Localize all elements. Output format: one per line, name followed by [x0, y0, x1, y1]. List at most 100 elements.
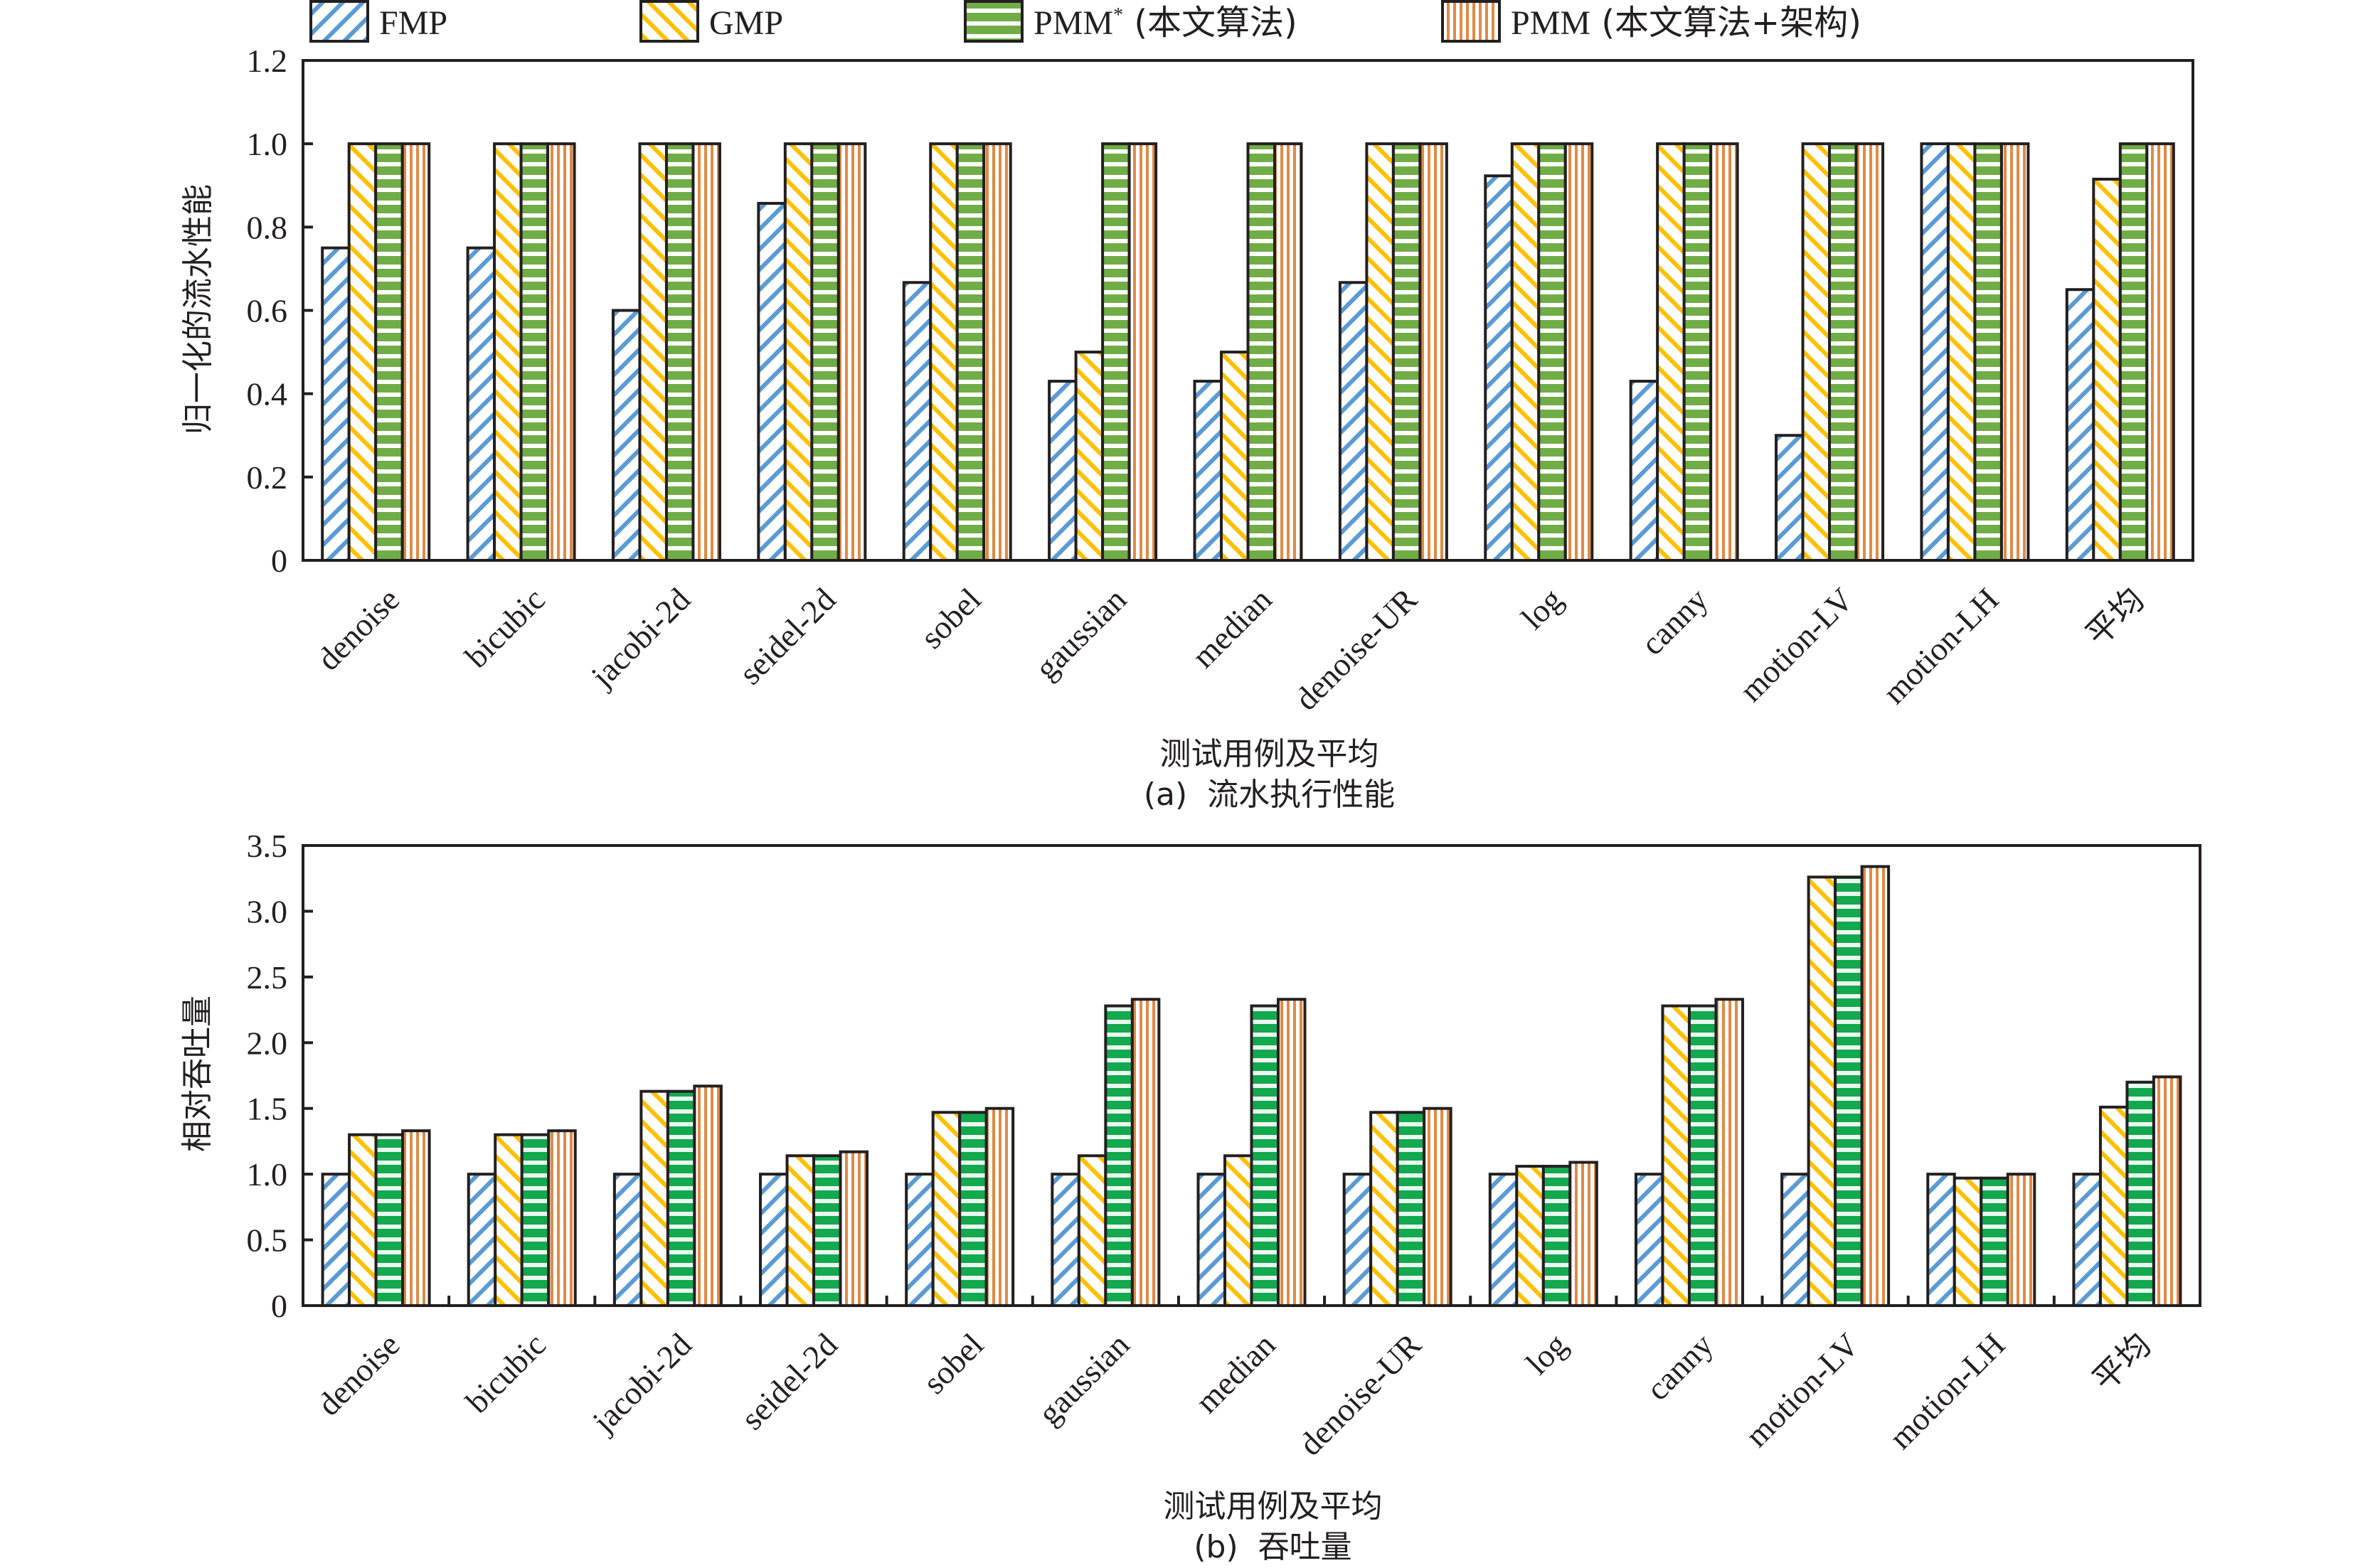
bar-pmm-star-denoise [374, 142, 404, 562]
bar-pmm-star-denoise-ur [1396, 1111, 1426, 1307]
legend-label-suffix: (本文算法+架构) [1590, 3, 1861, 43]
bar-group-denoise-ur [1342, 1106, 1452, 1307]
legend-label-pmm-star: PMM* (本文算法) [1034, 3, 1297, 43]
bar-fmp-log [1488, 1173, 1519, 1307]
bar-fmp-gaussian [1048, 380, 1078, 562]
bar-group-denoise [321, 1129, 431, 1308]
chart-b-y-ticks: 0 0.5 1.0 1.5 2.0 2.5 3.0 3.5 [247, 828, 313, 1324]
legend: FMP GMP PMM* (本文算法) PMM (本文算法+架构) [309, 0, 1861, 43]
bar-pmm-denoise [401, 1129, 431, 1308]
y-tick-label: 3.5 [247, 828, 288, 864]
bar-group-avg [2065, 142, 2175, 562]
bar-group-denoise-ur [1338, 142, 1448, 562]
bar-pmm-canny [1709, 142, 1739, 562]
bar-group-canny [1629, 142, 1739, 562]
legend-label-pmm: PMM (本文算法+架构) [1511, 3, 1861, 43]
bar-pmm-star-motion-lv [1828, 142, 1858, 562]
bar-gmp-sobel [929, 142, 959, 562]
bar-gmp-canny [1661, 1004, 1691, 1308]
bar-pmm-motion-lv [1854, 142, 1885, 562]
bar-fmp-log [1484, 174, 1514, 562]
legend-label-main: FMP [379, 4, 447, 42]
x-tick-label-median: median [1189, 1326, 1282, 1420]
bar-fmp-seidel-2d [757, 201, 787, 562]
chart-b-x-tick-labels: denoise bicubic jacobi-2d seidel-2d sobel gau… [310, 1326, 2157, 1463]
bar-group-bicubic [467, 1129, 577, 1308]
bar-fmp-denoise-ur [1342, 1173, 1373, 1307]
bar-pmm-star-bicubic [520, 1133, 551, 1307]
bar-gmp-jacobi-2d [638, 142, 668, 562]
x-tick-label-median: median [1185, 581, 1279, 675]
x-tick-label-jacobi-2d: jacobi-2d [585, 1326, 698, 1440]
x-tick-label-sobel: sobel [913, 581, 988, 656]
bar-pmm-star-canny [1682, 142, 1713, 562]
bar-group-log [1488, 1161, 1598, 1308]
bar-fmp-avg [2072, 1173, 2102, 1307]
x-tick-label-avg: 平均 [2086, 1326, 2157, 1398]
legend-item-fmp: FMP [309, 0, 447, 43]
bar-gmp-gaussian [1077, 1154, 1107, 1307]
bar-pmm-star-jacobi-2d [664, 142, 695, 562]
chart-a-pipeline-performance: 0 0.2 0.4 0.6 0.8 1.0 1.2 denoise bicubic jacobi… [180, 43, 2194, 813]
legend-swatch-gmp [639, 0, 699, 43]
bar-pmm-jacobi-2d [691, 142, 721, 562]
bar-group-median [1193, 142, 1303, 562]
x-tick-label-avg: 平均 [2079, 581, 2151, 653]
legend-label-superscript: * [1113, 4, 1123, 26]
y-tick-label: 0.6 [247, 293, 288, 329]
chart-a-caption: (a) 流水执行性能 [1144, 777, 1395, 813]
bar-fmp-canny [1634, 1173, 1664, 1307]
chart-b-y-axis-title: 相对吞吐量 [179, 996, 216, 1152]
y-tick-label: 0 [271, 1288, 287, 1324]
bar-pmm-denoise-ur [1418, 142, 1448, 562]
x-tick-label-gaussian: gaussian [1028, 581, 1133, 686]
bar-group-median [1196, 998, 1307, 1308]
bar-gmp-motion-lh [1946, 142, 1977, 562]
bar-fmp-canny [1629, 380, 1659, 562]
bar-gmp-log [1515, 1165, 1545, 1307]
bar-pmm-star-sobel [955, 142, 986, 562]
chart-b-plot-frame [302, 844, 2201, 1307]
bar-pmm-sobel [984, 1106, 1015, 1307]
x-tick-label-motion-lh: motion-LH [1882, 1326, 2012, 1456]
bar-gmp-seidel-2d [785, 1154, 816, 1307]
bar-group-sobel [902, 142, 1012, 562]
bar-pmm-median [1277, 998, 1307, 1307]
bar-fmp-motion-lv [1775, 434, 1805, 562]
x-tick-label-denoise-ur: denoise-UR [1292, 1326, 1428, 1463]
x-tick-label-gaussian: gaussian [1031, 1326, 1136, 1431]
bar-pmm-motion-lh [1999, 142, 2030, 562]
bar-pmm-bicubic [546, 142, 576, 562]
bar-gmp-gaussian [1074, 351, 1105, 562]
y-tick-label: 2.5 [247, 959, 288, 996]
bar-group-gaussian [1051, 998, 1161, 1308]
bar-pmm-log [1563, 142, 1594, 562]
bar-pmm-star-log [1537, 142, 1567, 562]
legend-label-gmp: GMP [709, 4, 783, 42]
chart-a-x-axis-title: 测试用例及平均 [1160, 736, 1379, 772]
bar-gmp-motion-lv [1801, 142, 1832, 562]
legend-item-gmp: GMP [639, 0, 783, 43]
x-tick-label-seidel-2d: seidel-2d [734, 1326, 844, 1436]
x-tick-label-log: log [1514, 581, 1570, 636]
bar-pmm-star-bicubic [519, 142, 550, 562]
legend-item-pmm: PMM (本文算法+架构) [1441, 0, 1861, 43]
legend-swatch-fmp [309, 0, 369, 43]
bar-fmp-gaussian [1051, 1173, 1080, 1307]
x-tick-label-seidel-2d: seidel-2d [732, 581, 842, 691]
bar-fmp-seidel-2d [759, 1173, 789, 1307]
bar-gmp-denoise-ur [1365, 142, 1395, 562]
y-tick-label: 0.2 [247, 459, 288, 496]
x-tick-label-motion-lv: motion-LV [1738, 1326, 1866, 1454]
bar-gmp-canny [1656, 142, 1686, 562]
y-tick-label: 1.2 [247, 43, 288, 79]
bar-fmp-bicubic [467, 1173, 497, 1307]
bar-group-canny [1634, 998, 1744, 1308]
bar-group-bicubic [466, 142, 576, 562]
bar-pmm-star-log [1541, 1165, 1572, 1307]
x-tick-label-sobel: sobel [916, 1326, 991, 1401]
legend-swatch-pmm-star [964, 0, 1024, 43]
bar-pmm-denoise-ur [1423, 1106, 1452, 1307]
chart-a-x-tick-labels: denoise bicubic jacobi-2d seidel-2d sobel gau… [310, 581, 2151, 718]
y-tick-label: 0.5 [247, 1222, 288, 1259]
